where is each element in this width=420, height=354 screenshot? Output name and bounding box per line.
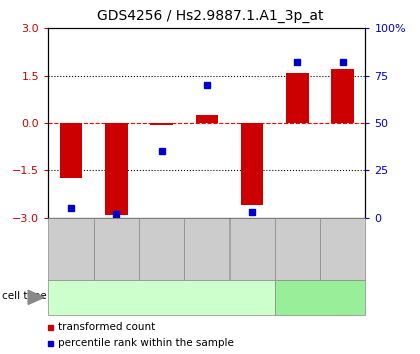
Text: GSM501253: GSM501253 (248, 221, 257, 276)
Text: cell type: cell type (2, 291, 47, 301)
Text: GSM501250: GSM501250 (112, 221, 121, 276)
Text: GSM501252: GSM501252 (202, 221, 211, 276)
Bar (150, 123, 173, 125)
Text: normal lung
parenchyma: normal lung parenchyma (289, 286, 351, 308)
Text: GSM501249: GSM501249 (66, 221, 76, 276)
Text: transformed count: transformed count (58, 322, 155, 332)
Bar (105, 123, 128, 215)
Bar (331, 69, 354, 123)
Text: GSM501255: GSM501255 (338, 221, 347, 276)
Bar (241, 123, 263, 205)
Text: GDS4256 / Hs2.9887.1.A1_3p_at: GDS4256 / Hs2.9887.1.A1_3p_at (97, 9, 323, 23)
Text: GSM501254: GSM501254 (293, 221, 302, 276)
Text: percentile rank within the sample: percentile rank within the sample (58, 338, 234, 348)
Bar (286, 73, 309, 123)
Bar (196, 115, 218, 123)
Bar (60, 123, 82, 178)
Text: GSM501251: GSM501251 (157, 221, 166, 276)
Text: caseous TB granulomas: caseous TB granulomas (103, 292, 220, 302)
